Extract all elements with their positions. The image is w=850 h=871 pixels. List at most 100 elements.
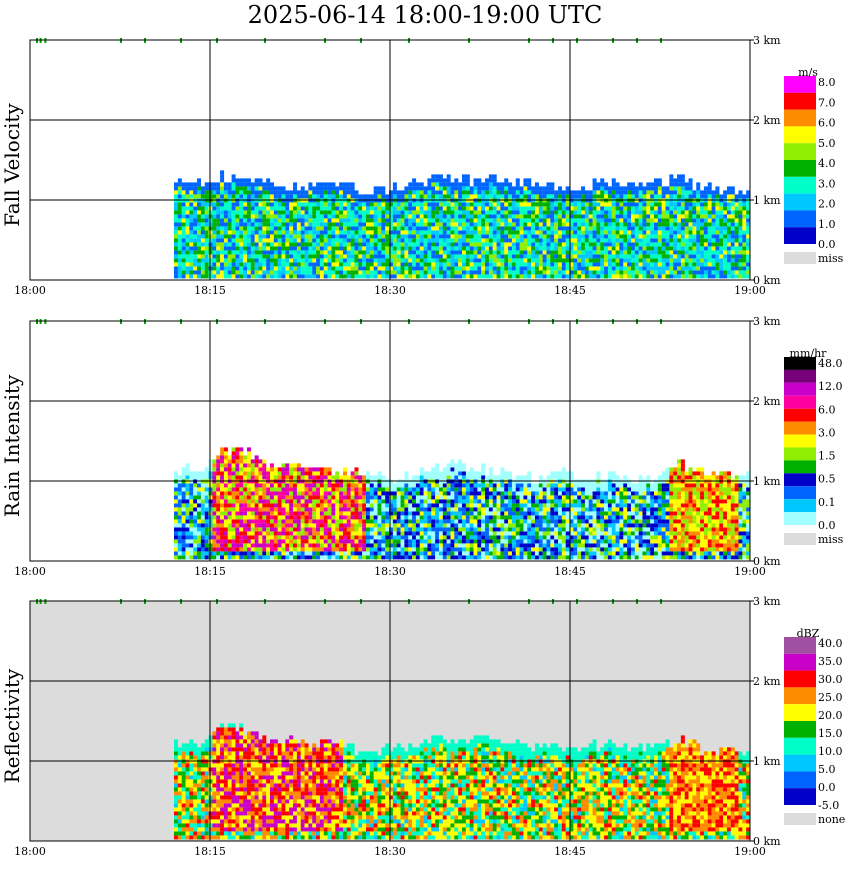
rain-intensity-cell xyxy=(312,511,316,515)
fall-velocity-cell xyxy=(247,222,251,226)
rain-intensity-cell xyxy=(274,531,278,535)
fall-velocity-cell xyxy=(251,230,255,234)
fall-velocity-cell xyxy=(466,274,470,278)
rain-intensity-cell xyxy=(235,499,239,503)
rain-intensity-cell xyxy=(343,547,347,551)
fall-velocity-cell xyxy=(339,246,343,250)
fall-velocity-cell xyxy=(508,218,512,222)
fall-velocity-cell xyxy=(566,270,570,274)
fall-velocity-cell xyxy=(328,182,332,186)
fall-velocity-cell xyxy=(385,258,389,262)
fall-velocity-cell xyxy=(404,274,408,278)
fall-velocity-cell xyxy=(212,190,216,194)
rain-intensity-cell xyxy=(331,539,335,543)
fall-velocity-cell xyxy=(232,266,236,270)
rain-intensity-cell xyxy=(370,523,374,527)
rain-intensity-cell xyxy=(381,551,385,555)
rain-intensity-cell xyxy=(358,551,362,555)
fall-velocity-cell xyxy=(577,190,581,194)
fall-velocity-cell xyxy=(232,230,236,234)
fall-velocity-cell xyxy=(581,246,585,250)
fall-velocity-cell xyxy=(543,234,547,238)
fall-velocity-cell xyxy=(201,214,205,218)
fall-velocity-cell xyxy=(685,182,689,186)
rain-intensity-cell xyxy=(378,495,382,499)
fall-velocity-cell xyxy=(677,250,681,254)
fall-velocity-cell xyxy=(619,250,623,254)
fall-velocity-cell xyxy=(235,238,239,242)
fall-velocity-cell xyxy=(738,262,742,266)
rain-intensity-cell xyxy=(258,475,262,479)
rain-intensity-cell xyxy=(212,483,216,487)
fall-velocity-cell xyxy=(408,258,412,262)
fall-velocity-cell xyxy=(543,242,547,246)
rain-intensity-cell xyxy=(266,523,270,527)
rain-intensity-cell xyxy=(331,519,335,523)
fall-velocity-cell xyxy=(354,194,358,198)
fall-velocity-cell xyxy=(550,254,554,258)
fall-velocity-cell xyxy=(374,214,378,218)
fall-velocity-cell xyxy=(604,234,608,238)
fall-velocity-cell xyxy=(205,210,209,214)
fall-velocity-cell xyxy=(616,226,620,230)
rain-intensity-cell xyxy=(385,515,389,519)
fall-velocity-cell xyxy=(681,226,685,230)
rain-intensity-cell xyxy=(239,447,243,451)
fall-velocity-cell xyxy=(251,186,255,190)
rain-intensity-cell xyxy=(305,491,309,495)
fall-velocity-cell xyxy=(347,226,351,230)
rain-intensity-cell xyxy=(258,539,262,543)
fall-velocity-cell xyxy=(658,178,662,182)
fall-velocity-cell xyxy=(197,266,201,270)
fall-velocity-cell xyxy=(554,190,558,194)
fall-velocity-cell xyxy=(477,262,481,266)
rain-intensity-cell xyxy=(370,555,374,559)
fall-velocity-cell xyxy=(631,230,635,234)
fall-velocity-cell xyxy=(508,234,512,238)
rain-intensity-cell xyxy=(262,499,266,503)
fall-velocity-cell xyxy=(631,222,635,226)
rain-intensity-cell xyxy=(339,483,343,487)
fall-velocity-cell xyxy=(646,262,650,266)
fall-velocity-cell xyxy=(738,206,742,210)
fall-velocity-cell xyxy=(504,254,508,258)
fall-velocity-cell xyxy=(692,190,696,194)
fall-velocity-cell xyxy=(205,254,209,258)
fall-velocity-cell xyxy=(193,190,197,194)
fall-velocity-cell xyxy=(324,222,328,226)
fall-velocity-cell xyxy=(235,222,239,226)
rain-intensity-cell xyxy=(301,531,305,535)
fall-velocity-cell xyxy=(370,250,374,254)
fall-velocity-cell xyxy=(715,258,719,262)
fall-velocity-cell xyxy=(619,194,623,198)
rain-intensity-cell xyxy=(351,527,355,531)
fall-velocity-cell xyxy=(328,202,332,206)
fall-velocity-cell xyxy=(358,194,362,198)
fall-velocity-cell xyxy=(335,186,339,190)
fall-velocity-cell xyxy=(404,194,408,198)
fall-velocity-cell xyxy=(450,262,454,266)
fall-velocity-cell xyxy=(685,258,689,262)
rain-intensity-cell xyxy=(312,487,316,491)
fall-velocity-cell xyxy=(608,210,612,214)
fall-velocity-cell xyxy=(289,210,293,214)
fall-velocity-cell xyxy=(477,234,481,238)
fall-velocity-cell xyxy=(535,254,539,258)
rain-intensity-cell xyxy=(197,527,201,531)
fall-velocity-cell xyxy=(689,262,693,266)
fall-velocity-cell xyxy=(650,214,654,218)
fall-velocity-cell xyxy=(205,186,209,190)
fall-velocity-cell xyxy=(673,186,677,190)
fall-velocity-cell xyxy=(631,242,635,246)
rain-intensity-cell xyxy=(216,539,220,543)
fall-velocity-cell xyxy=(608,234,612,238)
fall-velocity-cell xyxy=(251,214,255,218)
fall-velocity-cell xyxy=(738,254,742,258)
rain-intensity-cell xyxy=(220,555,224,559)
rain-intensity-cell xyxy=(374,515,378,519)
fall-velocity-cell xyxy=(182,218,186,222)
rain-intensity-cell xyxy=(232,451,236,455)
fall-velocity-cell xyxy=(331,254,335,258)
rain-intensity-cell xyxy=(343,483,347,487)
fall-velocity-cell xyxy=(278,206,282,210)
